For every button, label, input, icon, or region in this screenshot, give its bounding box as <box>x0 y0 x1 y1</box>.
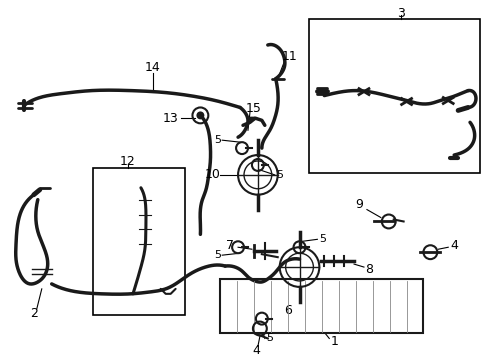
Text: 8: 8 <box>365 262 373 275</box>
Text: 9: 9 <box>355 198 363 211</box>
Circle shape <box>196 112 204 120</box>
Text: 5: 5 <box>266 333 273 343</box>
Text: 14: 14 <box>145 61 161 74</box>
Text: 10: 10 <box>204 168 220 181</box>
Text: 1: 1 <box>330 335 338 348</box>
Text: 13: 13 <box>163 112 178 125</box>
Text: 3: 3 <box>397 7 405 20</box>
Bar <box>93 168 185 315</box>
Text: 2: 2 <box>30 307 38 320</box>
Text: 15: 15 <box>246 102 262 115</box>
Text: 5: 5 <box>276 170 283 180</box>
Text: 4: 4 <box>450 239 458 252</box>
Text: 5: 5 <box>214 135 220 145</box>
Text: 12: 12 <box>120 156 136 168</box>
Text: 5: 5 <box>214 250 220 260</box>
Text: 6: 6 <box>284 304 292 317</box>
Text: 5: 5 <box>319 234 326 244</box>
Text: 7: 7 <box>226 239 234 252</box>
Text: 4: 4 <box>252 344 260 357</box>
Bar <box>310 19 480 173</box>
Text: 11: 11 <box>282 50 297 63</box>
Bar <box>220 279 423 333</box>
